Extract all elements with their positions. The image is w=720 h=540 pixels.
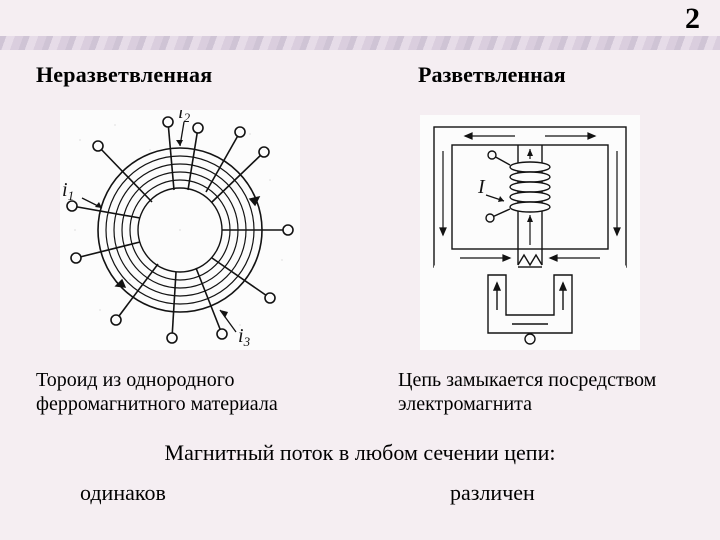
toroid-svg: i1 i2 i3 — [60, 110, 300, 350]
flux-answer-left: одинаков — [80, 480, 166, 506]
slide-page: 2 Неразветвленная Разветвленная — [0, 0, 720, 540]
branched-svg: I — [420, 115, 640, 350]
heading-unbranched: Неразветвленная — [36, 62, 212, 88]
figure-branched: I — [420, 115, 640, 350]
flux-statement: Магнитный поток в любом сечении цепи: — [0, 440, 720, 466]
caption-toroid: Тороид из однородного ферромагнитного ма… — [36, 368, 278, 416]
caption-branched: Цепь замыкается посредством электромагни… — [398, 368, 656, 416]
decorative-band — [0, 36, 720, 50]
figure-toroid: i1 i2 i3 — [60, 110, 300, 350]
label-I: I — [477, 176, 486, 198]
flux-answer-right: различен — [450, 480, 535, 506]
heading-branched: Разветвленная — [418, 62, 566, 88]
page-number: 2 — [685, 2, 700, 36]
